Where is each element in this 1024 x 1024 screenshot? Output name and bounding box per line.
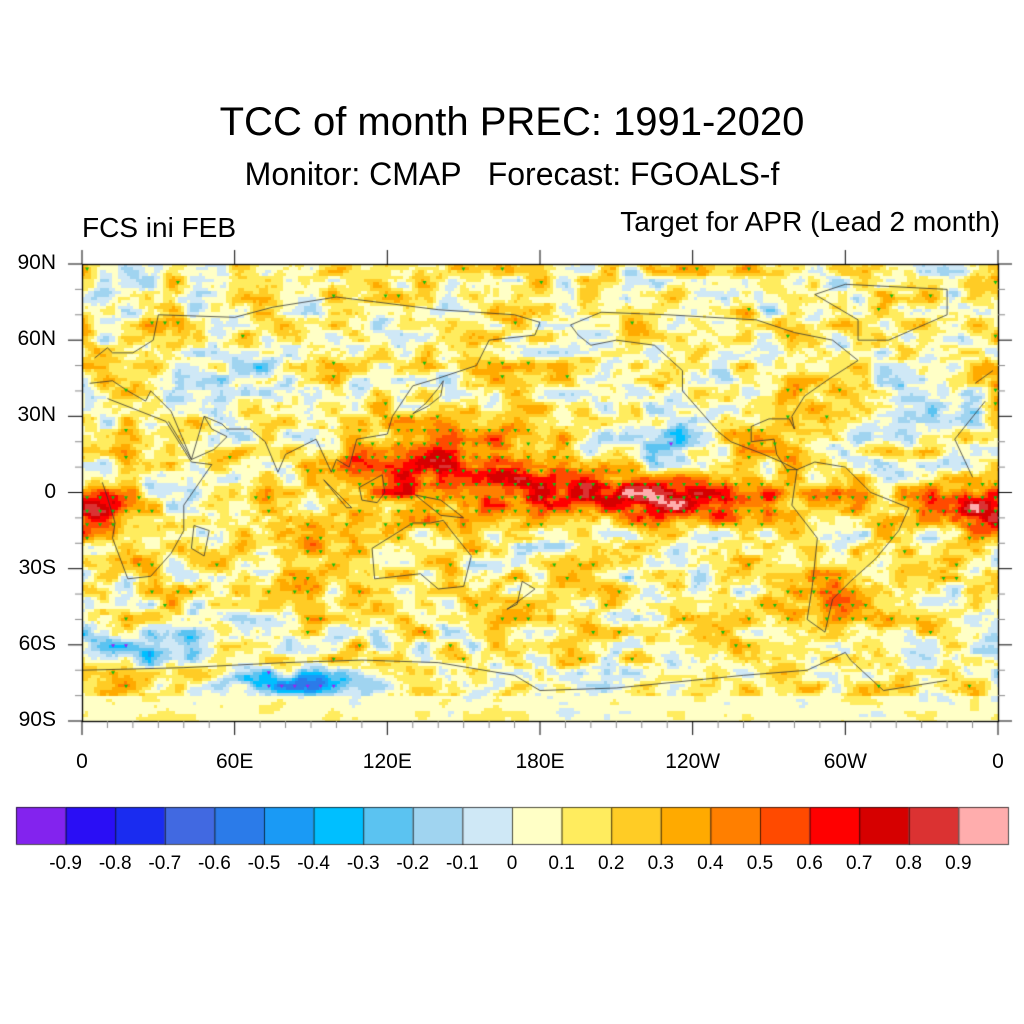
colorbar-label: -0.8	[98, 853, 132, 874]
chart-subtitle: Monitor: CMAP Forecast: FGOALS-f	[244, 156, 780, 192]
y-tick-label: 90S	[18, 708, 56, 731]
y-tick-label: 30S	[18, 555, 56, 579]
x-tick-label: 60W	[823, 750, 867, 773]
colorbar-label: 0.3	[647, 853, 674, 874]
colorbar-label: 0.6	[796, 853, 823, 874]
colorbar-label: -0.9	[49, 853, 82, 874]
colorbar-label: -0.6	[198, 853, 231, 874]
y-tick-label: 60S	[18, 631, 56, 655]
target-label: Target for APR (Lead 2 month)	[620, 206, 1000, 237]
y-tick-label: 90N	[17, 251, 56, 274]
colorbar-label: -0.5	[247, 853, 281, 874]
colorbar-label: 0.7	[845, 853, 873, 874]
colorbar-label: -0.2	[396, 853, 430, 874]
init-label: FCS ini FEB	[82, 212, 237, 243]
x-tick-label: 120W	[665, 750, 721, 773]
colorbar-label: -0.1	[446, 853, 479, 874]
colorbar-label: 0.1	[548, 853, 575, 874]
y-tick-label: 0	[44, 479, 56, 503]
x-tick-label: 120E	[362, 750, 412, 773]
colorbar-label: 0.4	[697, 853, 724, 874]
colorbar-label: 0.2	[597, 853, 625, 874]
x-tick-label: 60E	[215, 750, 254, 773]
x-tick-label: 0	[992, 750, 1004, 773]
colorbar-label: 0.8	[895, 853, 922, 874]
colorbar-label: -0.7	[148, 853, 182, 874]
chart-title: TCC of month PREC: 1991-2020	[219, 100, 805, 144]
y-tick-label: 30N	[17, 403, 56, 427]
colorbar-label: -0.4	[297, 853, 330, 874]
x-tick-label: 0	[76, 750, 88, 773]
colorbar-label: -0.3	[346, 853, 380, 874]
colorbar-label: 0.9	[945, 853, 972, 874]
y-tick-label: 60N	[17, 327, 56, 351]
colorbar-label: 0	[506, 853, 518, 874]
x-tick-label: 180E	[515, 750, 565, 773]
colorbar-label: 0.5	[746, 853, 774, 874]
